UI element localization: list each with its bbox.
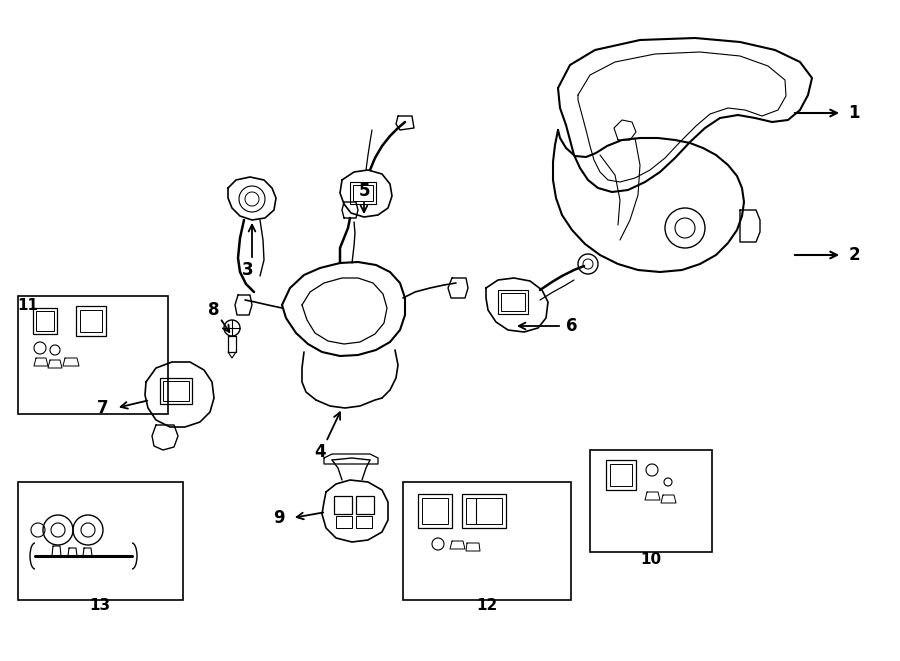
Bar [336,516,352,528]
Bar [36,311,54,331]
Bar [610,464,632,486]
Text: 6: 6 [566,317,578,335]
Bar [33,308,57,334]
Text: 12: 12 [476,598,498,613]
Bar [163,381,189,401]
Text: 3: 3 [242,261,254,279]
Bar [353,185,373,201]
Bar [403,482,571,600]
Bar [466,498,502,524]
Text: 5: 5 [358,182,370,200]
Bar [334,496,352,514]
Bar [160,378,192,404]
Bar [498,290,528,314]
Bar [80,310,102,332]
Text: 10: 10 [641,553,662,568]
Bar [422,498,448,524]
Bar [590,450,712,552]
Bar [18,482,183,600]
Bar [356,516,372,528]
Text: 9: 9 [274,509,284,527]
Text: 4: 4 [314,443,326,461]
Text: 7: 7 [97,399,109,417]
Text: 8: 8 [208,301,220,319]
Bar [501,293,525,311]
Bar [350,182,376,204]
Bar [418,494,452,528]
Text: 13: 13 [89,598,111,613]
Bar [18,296,168,414]
Text: 2: 2 [848,246,860,264]
Text: 11: 11 [17,299,39,313]
Bar [462,494,506,528]
Bar [76,306,106,336]
Text: 1: 1 [848,104,860,122]
Bar [356,496,374,514]
Bar [606,460,636,490]
